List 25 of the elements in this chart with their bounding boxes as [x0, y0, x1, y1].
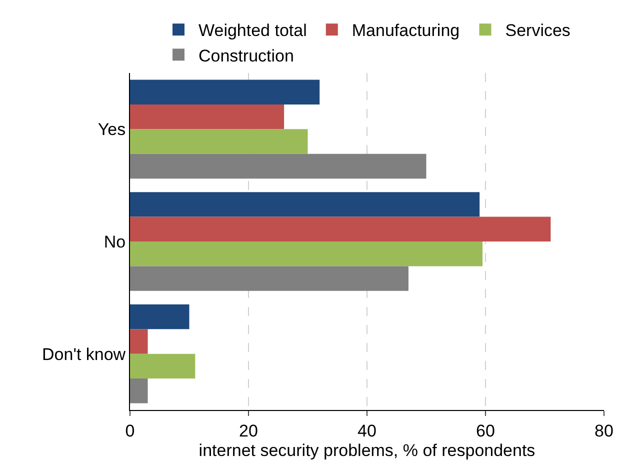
x-tick-label: 80	[594, 421, 614, 440]
bar	[130, 104, 284, 130]
legend-label: Construction	[198, 46, 294, 66]
legend-label: Services	[505, 21, 570, 40]
legend-label: Weighted total	[198, 21, 307, 40]
bar	[130, 242, 483, 266]
bar	[130, 154, 426, 179]
bar	[130, 216, 551, 242]
bar	[130, 378, 148, 404]
y-tick-label: Yes	[98, 120, 126, 140]
bar	[130, 329, 148, 354]
bar	[130, 192, 480, 217]
bar	[130, 129, 308, 154]
bar	[130, 304, 190, 330]
x-tick-label: 0	[125, 421, 135, 440]
x-tick-label: 20	[239, 421, 258, 440]
y-tick-label: Don't know	[42, 344, 126, 364]
y-tick-label: No	[104, 232, 126, 252]
x-tick-label: 40	[358, 421, 376, 440]
bar	[130, 266, 408, 291]
legend-label: Manufacturing	[352, 21, 460, 40]
bar	[130, 80, 320, 104]
x-tick-label: 60	[476, 421, 495, 440]
x-axis-title: internet security problems, % of respondents	[198, 440, 536, 460]
bar	[130, 354, 196, 379]
